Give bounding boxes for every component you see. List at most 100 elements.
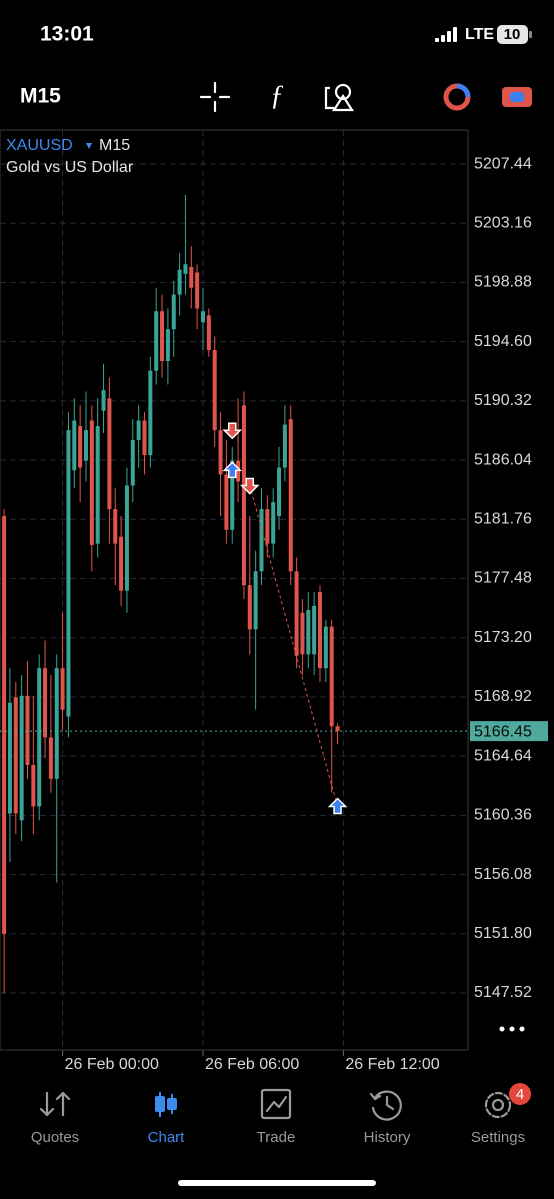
candle-body [306, 610, 311, 655]
trade-icon [260, 1088, 292, 1120]
tab-label[interactable]: Trade [257, 1129, 296, 1146]
candle-body [241, 405, 246, 586]
candle-body [247, 585, 252, 630]
battery-icon [497, 25, 528, 44]
candle-body [130, 439, 135, 486]
plot-frame [0, 129, 469, 1051]
candle-body [37, 668, 42, 807]
candle-body [265, 509, 270, 544]
candle-body [253, 571, 258, 630]
account-button[interactable] [443, 83, 471, 111]
candle-body [25, 695, 30, 766]
x-tick-label: 26 Feb 00:00 [65, 1056, 159, 1073]
candle-body [195, 272, 200, 309]
more-button[interactable] [499, 1026, 525, 1032]
candle-body [136, 420, 141, 440]
candle-body [19, 695, 24, 821]
clock: 13:01 [40, 23, 94, 46]
candle-body [165, 329, 170, 362]
candle-body [189, 266, 194, 288]
tab-label[interactable]: Settings [471, 1129, 525, 1146]
candle-body [31, 765, 36, 807]
indicators-button[interactable]: ƒ [270, 80, 284, 111]
signal-icon [435, 27, 457, 42]
candle-body [224, 474, 229, 530]
y-tick-label: 5156.08 [474, 866, 532, 883]
y-tick-label: 5173.20 [474, 629, 532, 646]
candle-body [259, 509, 264, 572]
trade-marker [239, 477, 260, 495]
candle-body [230, 460, 235, 530]
candle-body [294, 571, 299, 656]
history-icon [369, 1090, 402, 1121]
tab-bar: Quotes Chart Trade History Settings [31, 1129, 525, 1146]
candle-body [148, 370, 153, 456]
symbol-description: Gold vs US Dollar [6, 159, 134, 176]
candle-body [282, 424, 287, 468]
x-tick-label: 26 Feb 12:00 [345, 1056, 439, 1073]
candle-body [312, 605, 317, 655]
candle-body [89, 420, 94, 546]
battery-level: 10 [504, 26, 521, 43]
candle-body [335, 726, 340, 732]
crosshair-button[interactable] [199, 81, 231, 113]
y-tick-label: 5194.60 [474, 333, 532, 350]
candle-body [95, 426, 100, 544]
candle-body [107, 398, 112, 510]
chart: 5207.44 5203.16 5198.88 5194.60 5190.32 5186.… [0, 130, 548, 1073]
y-tick-label: 5160.36 [474, 807, 532, 824]
current-price-box [470, 721, 548, 742]
chart-icon [155, 1092, 177, 1117]
trade-marker [327, 797, 348, 815]
badge [509, 1083, 531, 1105]
y-tick-label: 5190.32 [474, 392, 532, 409]
candle-body [323, 626, 328, 669]
badge-count: 4 [516, 1086, 524, 1103]
candle-body [43, 668, 48, 738]
tab-label[interactable]: Chart [148, 1129, 186, 1146]
current-price-label: 5166.45 [474, 723, 532, 740]
y-tick-label: 5203.16 [474, 214, 532, 231]
candle-body [48, 737, 53, 779]
candle-body [83, 430, 88, 461]
candle-body [13, 697, 18, 814]
candle-body [113, 509, 118, 544]
y-tick-label: 5186.04 [474, 451, 532, 468]
chart-timeframe: M15 [99, 137, 130, 154]
candle-body [300, 612, 305, 655]
y-tick-label: 5147.52 [474, 984, 532, 1001]
tab-label[interactable]: History [364, 1129, 411, 1146]
y-tick-label: 5198.88 [474, 274, 532, 291]
candle-body [218, 430, 223, 475]
y-tick-label: 5207.44 [474, 155, 532, 172]
quotes-icon [39, 1091, 71, 1117]
objects-button[interactable] [324, 83, 355, 112]
candle-body [200, 311, 205, 323]
y-tick-label: 5151.80 [474, 925, 532, 942]
candle-body [171, 294, 176, 330]
tab-label[interactable]: Quotes [31, 1129, 79, 1146]
timeframe-button[interactable]: M15 [20, 85, 61, 108]
candle-body [177, 269, 182, 295]
symbol[interactable]: XAUUSD [6, 137, 73, 154]
network: LTE [465, 26, 494, 43]
x-tick-label: 26 Feb 06:00 [205, 1056, 299, 1073]
candle-body [271, 502, 276, 544]
y-tick-label: 5181.76 [474, 511, 532, 528]
symbol-dropdown[interactable] [86, 143, 92, 149]
candle-body [212, 349, 217, 431]
candle-body [2, 515, 7, 934]
y-tick-label: 5177.48 [474, 570, 532, 587]
candle-body [66, 430, 71, 717]
candle-body [72, 420, 77, 471]
candle-body [119, 536, 124, 591]
candle-body [60, 668, 65, 710]
y-tick-label: 5168.92 [474, 688, 532, 705]
settings-icon [484, 1091, 512, 1119]
candle-body [124, 485, 129, 591]
candle-body [183, 264, 188, 274]
battery-tip [529, 31, 532, 38]
trade-button[interactable] [502, 87, 532, 107]
y-tick-label: 5164.64 [474, 747, 532, 764]
